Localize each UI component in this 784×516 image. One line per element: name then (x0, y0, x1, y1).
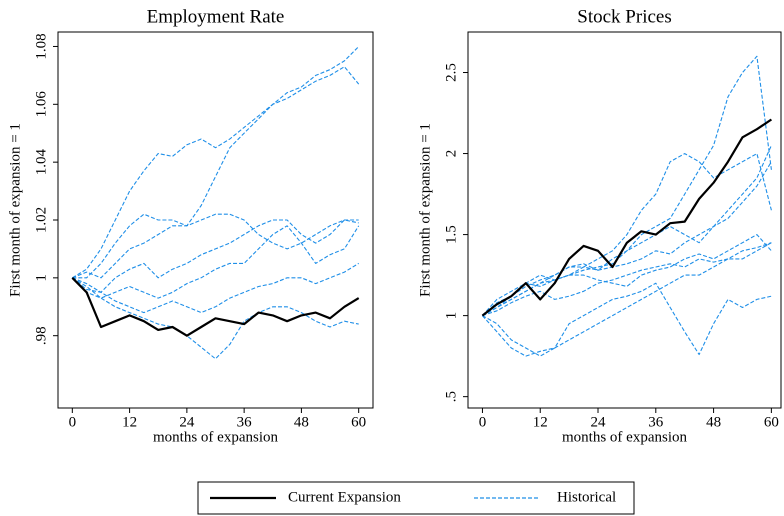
y-axis-title: First month of expansion = 1 (7, 123, 23, 297)
x-tick-label: 36 (237, 414, 253, 430)
chart-title: Stock Prices (577, 6, 671, 27)
y-tick-label: 2.5 (443, 63, 459, 82)
historical-line (72, 225, 360, 299)
y-axis-title: First month of expansion = 1 (417, 123, 433, 297)
historical-line (72, 46, 360, 279)
x-tick-label: 48 (706, 414, 721, 430)
x-tick-label: 12 (533, 414, 548, 430)
historical-line (72, 219, 359, 293)
x-tick-label: 60 (351, 414, 366, 430)
y-tick-label: 1.06 (33, 91, 49, 118)
x-tick-label: 0 (479, 414, 487, 430)
plot-frame (57, 31, 374, 409)
x-tick-label: 24 (179, 414, 195, 430)
x-tick-label: 48 (294, 414, 309, 430)
y-tick-label: 1.02 (33, 207, 49, 233)
y-tick-label: 2 (443, 150, 459, 158)
y-tick-label: 1.04 (33, 149, 49, 176)
historical-line (482, 145, 772, 317)
legend-label: Historical (557, 489, 616, 505)
historical-line (482, 153, 772, 317)
y-tick-label: 1.5 (443, 225, 459, 244)
legend-box (197, 481, 635, 515)
x-axis-title: months of expansion (562, 429, 687, 445)
y-tick-label: 1 (33, 274, 49, 282)
historical-line (72, 66, 360, 279)
historical-line (72, 213, 359, 279)
plot-frame (467, 31, 782, 409)
historical-line (71, 277, 359, 360)
historical-line (482, 55, 772, 317)
historical-line (481, 161, 772, 316)
y-tick-label: .5 (443, 391, 459, 402)
y-tick-label: 1 (443, 312, 459, 320)
x-tick-label: 36 (648, 414, 664, 430)
x-tick-label: 60 (764, 414, 779, 430)
current-line (481, 118, 773, 317)
x-tick-label: 24 (591, 414, 607, 430)
chart-title: Employment Rate (147, 6, 285, 27)
y-tick-label: 1.08 (33, 33, 49, 59)
legend-label: Current Expansion (288, 489, 401, 505)
historical-line (71, 262, 359, 314)
y-tick-label: .98 (33, 326, 49, 345)
historical-line (482, 282, 772, 357)
historical-line (482, 242, 772, 317)
x-axis-title: months of expansion (153, 429, 278, 445)
x-tick-label: 0 (69, 414, 77, 430)
x-tick-label: 12 (122, 414, 137, 430)
current-line (71, 277, 360, 337)
historical-line (481, 242, 772, 357)
